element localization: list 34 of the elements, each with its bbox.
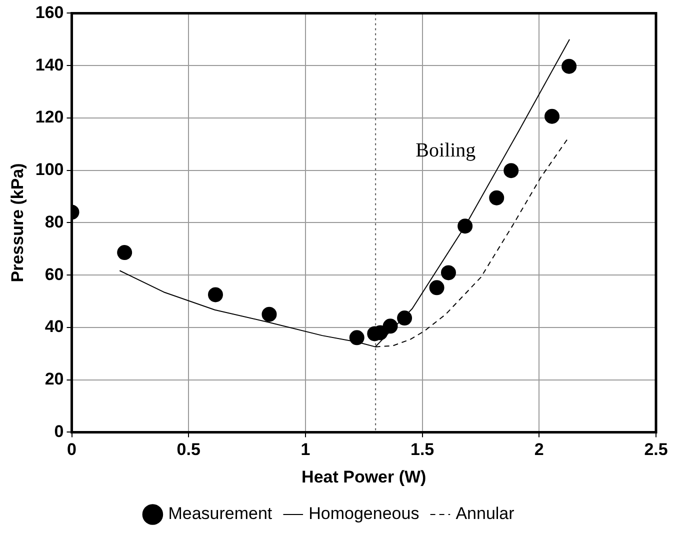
point [117, 245, 132, 260]
legend-label: Measurement [168, 504, 272, 524]
x-tick-label: 0 [67, 440, 76, 460]
x-axis-title: Heat Power (W) [302, 467, 426, 486]
point [440, 265, 456, 280]
x-tick-label: 0.5 [176, 440, 200, 460]
y-tick-label: 140 [35, 55, 64, 74]
y-tick-label: 100 [35, 160, 64, 180]
point [562, 58, 577, 74]
y-tick-label: 80 [44, 212, 64, 232]
point [429, 280, 444, 296]
y-tick-label: 40 [44, 317, 64, 336]
point [544, 108, 560, 124]
y-tick-label: 20 [44, 370, 64, 389]
y-tick-label: 120 [35, 108, 64, 127]
x-tick-label: 2 [534, 440, 544, 460]
point [458, 218, 473, 234]
legend-label: Homogeneous [308, 504, 420, 524]
point [349, 330, 364, 346]
y-axis-title: Pressure (kPa) [8, 163, 27, 282]
point [208, 287, 223, 302]
point [262, 306, 277, 322]
point [489, 190, 504, 206]
x-tick-label: 2.5 [644, 440, 668, 460]
y-tick-label: 60 [44, 264, 64, 284]
x-tick-label: 1.5 [410, 440, 434, 460]
legend-label: Annular [456, 504, 515, 524]
point [382, 318, 398, 334]
point [504, 163, 519, 178]
annotation: Boiling [416, 140, 476, 162]
y-tick-label: 0 [54, 422, 64, 441]
x-tick-label: 1 [300, 440, 310, 460]
point [397, 310, 412, 326]
y-tick-label: 160 [35, 2, 64, 22]
